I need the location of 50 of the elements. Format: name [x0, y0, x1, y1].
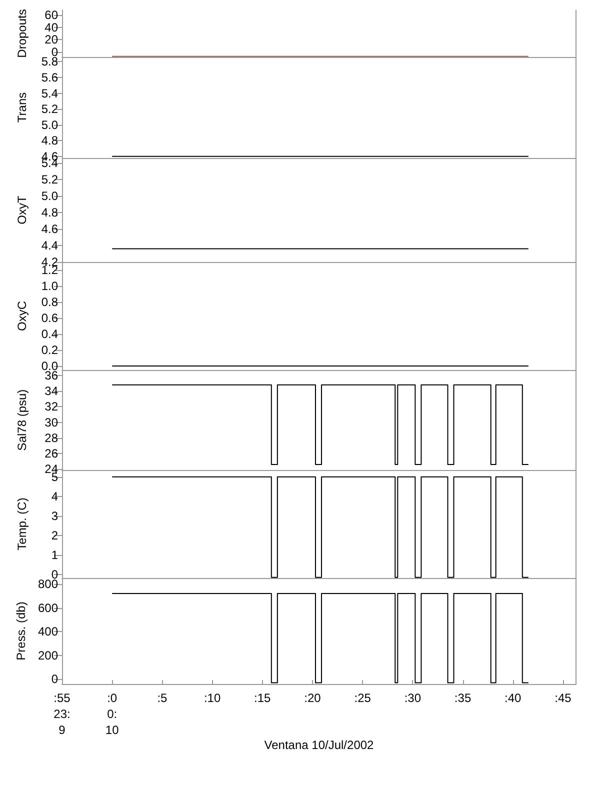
y-tick-label: 20	[44, 32, 58, 47]
y-axis-title: Sal78 (psu)	[15, 389, 29, 451]
x-tick-label: :10	[204, 691, 221, 705]
y-tick-label: 5.6	[41, 70, 58, 85]
y-tick-label: 0.8	[41, 295, 58, 309]
y-tick-label: 4.8	[41, 134, 58, 148]
y-tick-label: 1	[51, 548, 58, 562]
y-tick-label: 32	[44, 400, 58, 414]
y-tick-label: 0.6	[41, 311, 58, 325]
y-tick-label: 40	[44, 20, 58, 34]
y-tick-label: 400	[38, 624, 58, 639]
y-tick-label: 3	[51, 508, 58, 523]
y-tick-label: 26	[44, 446, 58, 461]
x-tick-label: :20	[304, 691, 322, 705]
x-tick-label: :0 0: 10	[105, 691, 120, 737]
y-tick-label: 5.0	[41, 118, 58, 132]
y-axis-title: Dropouts	[15, 9, 29, 58]
y-tick-label: 200	[38, 648, 58, 662]
y-tick-label: 60	[44, 8, 58, 22]
y-tick-label: 28	[44, 430, 58, 445]
y-tick-label: 1.0	[41, 279, 58, 293]
x-tick-label: :45	[554, 691, 572, 705]
y-tick-label: 4.8	[41, 205, 58, 220]
y-axis-title: OxyC	[15, 300, 29, 331]
y-tick-label: 600	[38, 600, 58, 615]
x-tick-label: :25	[354, 691, 372, 705]
y-tick-label: 5.2	[41, 172, 58, 186]
y-tick-label: 5.0	[41, 188, 58, 203]
x-tick-label: :15	[254, 691, 272, 705]
y-axis-title: Press. (db)	[14, 602, 28, 660]
y-tick-label: 0.2	[41, 343, 58, 357]
y-tick-label: 4.4	[41, 238, 58, 252]
x-tick-label: :35	[454, 691, 472, 705]
y-tick-label: 4.6	[41, 222, 58, 236]
y-tick-label: 2	[51, 528, 58, 542]
y-tick-label: 0.4	[41, 327, 58, 341]
x-axis-title: Ventana 10/Jul/2002	[264, 738, 374, 752]
y-tick-label: 30	[44, 415, 58, 430]
x-tick-label: :30	[404, 691, 422, 705]
y-tick-label: 5.2	[41, 102, 58, 116]
y-tick-label: 0	[51, 672, 58, 686]
y-tick-label: 34	[44, 384, 58, 398]
y-tick-label: 5.4	[41, 86, 58, 100]
x-tick-label: :5	[157, 691, 168, 705]
x-tick-label: :55 23: 9	[54, 691, 71, 737]
y-axis-title: OxyT	[15, 195, 29, 224]
y-axis-title: Temp. (C)	[15, 498, 29, 550]
y-tick-label: 4	[51, 489, 58, 504]
x-tick-label: :40	[504, 691, 522, 705]
y-axis-title: Trans	[15, 92, 29, 123]
